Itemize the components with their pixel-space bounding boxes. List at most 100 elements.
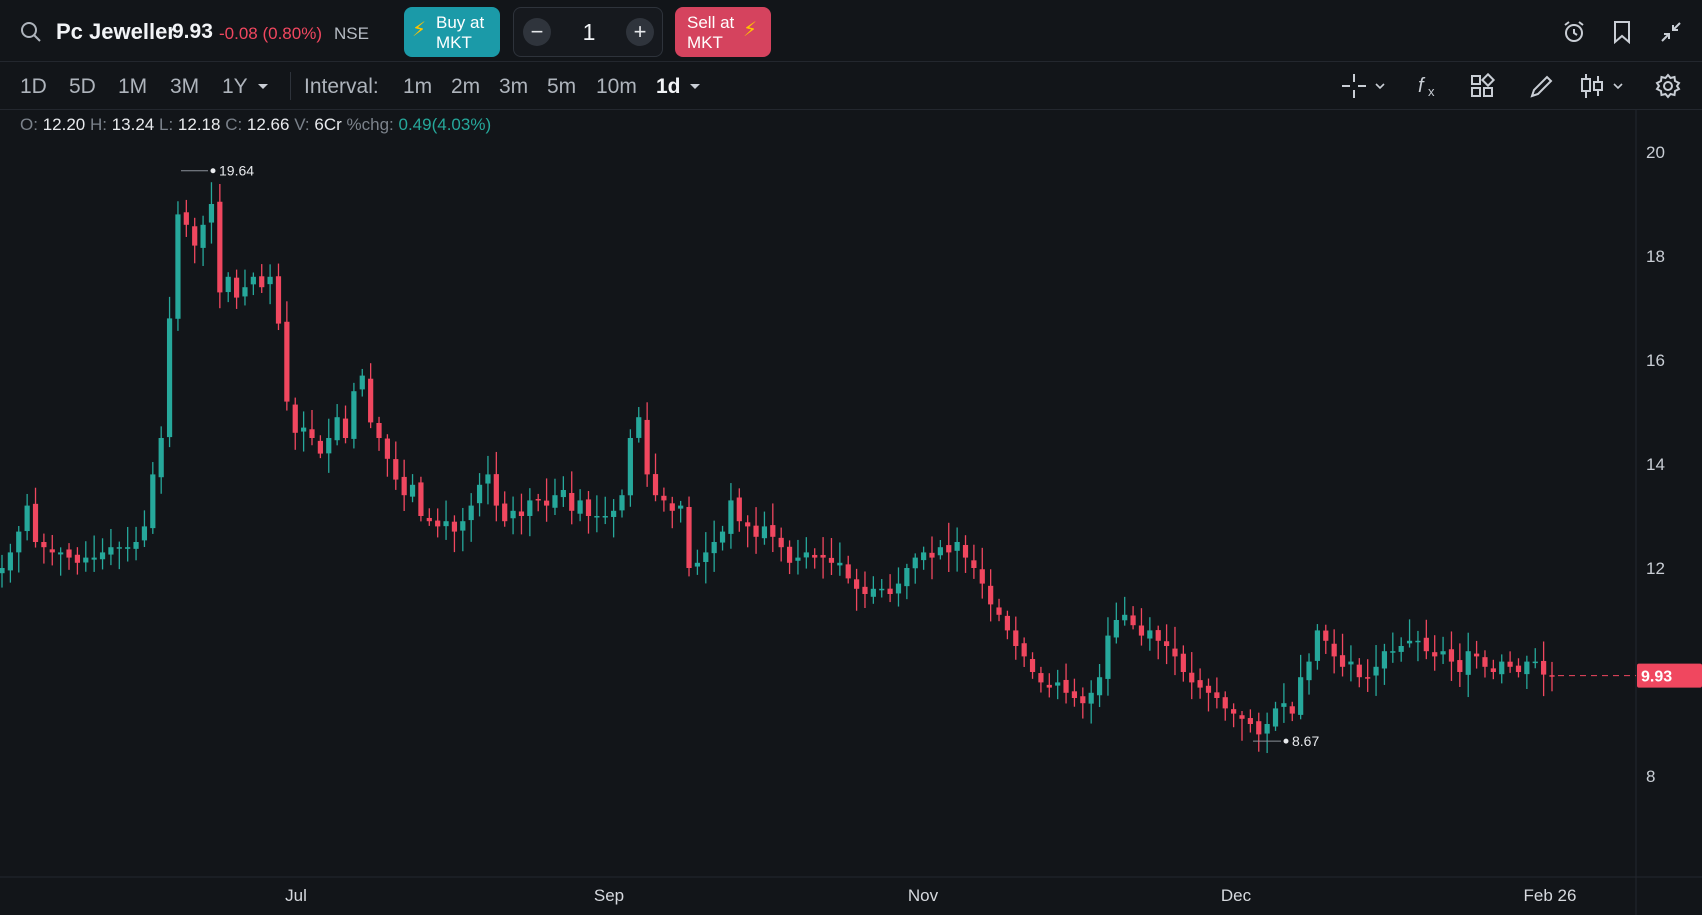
- candle: [1314, 624, 1321, 670]
- qty-decrement-button[interactable]: −: [523, 18, 551, 46]
- candle: [627, 429, 633, 507]
- interval-2m[interactable]: 2m: [451, 75, 481, 98]
- candle-body: [460, 521, 466, 531]
- candle-body: [1541, 660, 1547, 675]
- candle-body: [837, 562, 843, 566]
- interval-1d[interactable]: 1d: [656, 75, 681, 98]
- interval-3m[interactable]: 3m: [499, 75, 529, 98]
- interval-10m[interactable]: 10m: [596, 75, 637, 98]
- last-price-tag: [1637, 663, 1702, 688]
- candle: [116, 541, 122, 570]
- candle: [728, 483, 734, 549]
- price-tick-label: 12: [1646, 559, 1665, 578]
- candle-body: [736, 497, 742, 522]
- candle: [267, 264, 273, 305]
- sell-at-market-button[interactable]: ⚡ Sell at MKT: [675, 7, 771, 57]
- candle: [1482, 650, 1488, 678]
- candle-body: [91, 557, 97, 560]
- candle-body: [1323, 630, 1329, 641]
- qty-increment-button[interactable]: +: [626, 18, 654, 46]
- candle-body: [602, 516, 608, 518]
- alarm-icon[interactable]: [1562, 20, 1586, 44]
- candle-body: [66, 549, 72, 558]
- candle: [326, 418, 332, 473]
- chart-toolbar: 1D 5D 1M 3M 1Y Interval: 1m 2m 3m 5m 10m…: [0, 62, 1702, 110]
- candle-body: [418, 482, 424, 516]
- candle: [351, 382, 357, 449]
- price-chart[interactable]: 20 18 16 14 12 8 Jul Sep Nov Dec Feb 26 9.93 19.6…: [0, 110, 1702, 915]
- candle: [862, 571, 868, 608]
- candle: [803, 537, 809, 569]
- indicators-fx-icon[interactable]: f x: [1416, 72, 1442, 100]
- candle-body: [1264, 724, 1270, 734]
- candle-body: [1440, 651, 1446, 655]
- candle: [1281, 683, 1287, 723]
- buy-at-market-button[interactable]: ⚡ Buy at MKT: [404, 7, 500, 57]
- candle: [778, 527, 784, 562]
- price-axis[interactable]: 20 18 16 14 12 8: [1646, 143, 1665, 786]
- candle: [1222, 691, 1228, 721]
- candle-body: [150, 474, 156, 529]
- bookmark-icon[interactable]: [1612, 20, 1632, 44]
- search-icon[interactable]: [20, 21, 42, 43]
- low-value: 12.18: [177, 115, 221, 134]
- candle: [1457, 643, 1463, 687]
- settings-gear-icon[interactable]: [1654, 72, 1682, 100]
- interval-5m[interactable]: 5m: [547, 75, 577, 98]
- symbol-name[interactable]: Pc Jeweller: [56, 19, 176, 44]
- candle: [736, 488, 742, 532]
- candle: [577, 489, 583, 522]
- candle-body: [1021, 643, 1027, 657]
- interval-1m[interactable]: 1m: [403, 75, 433, 98]
- candle: [1013, 616, 1019, 660]
- candle-body: [686, 506, 692, 568]
- candle: [342, 405, 349, 444]
- candle: [652, 453, 659, 502]
- candle: [678, 500, 684, 523]
- range-3m[interactable]: 3M: [170, 75, 200, 98]
- chart-type-candles-icon[interactable]: [1580, 72, 1628, 100]
- candle-body: [753, 525, 759, 537]
- interval-dropdown-icon[interactable]: [688, 82, 702, 92]
- candle-body: [1365, 677, 1371, 679]
- exchange-badge: NSE: [334, 24, 369, 43]
- candle: [58, 547, 64, 576]
- candle-body: [166, 318, 173, 438]
- candle: [0, 554, 5, 588]
- candle: [1348, 645, 1354, 682]
- candle: [1105, 617, 1111, 696]
- candle-body: [1138, 625, 1145, 636]
- candle-body: [719, 531, 726, 543]
- candle-body: [795, 557, 801, 561]
- collapse-icon[interactable]: [1660, 21, 1682, 43]
- candle: [192, 217, 198, 264]
- candle-body: [133, 542, 139, 549]
- candle: [870, 576, 876, 604]
- last-price-tag-label: 9.93: [1641, 669, 1672, 686]
- candle: [1549, 661, 1555, 692]
- range-1m[interactable]: 1M: [118, 75, 148, 98]
- candle: [99, 538, 106, 570]
- candle-body: [1272, 708, 1279, 727]
- candle-body: [1046, 684, 1052, 688]
- time-tick-label: Feb 26: [1524, 886, 1577, 905]
- templates-grid-icon[interactable]: [1470, 72, 1496, 100]
- candle-body: [359, 375, 365, 390]
- candle-body: [7, 552, 13, 571]
- candle: [786, 540, 793, 575]
- drawing-tools-icon[interactable]: [1528, 72, 1554, 100]
- range-5d[interactable]: 5D: [69, 75, 96, 98]
- crosshair-icon[interactable]: [1340, 72, 1390, 100]
- candle: [611, 499, 617, 538]
- range-1y[interactable]: 1Y: [222, 75, 248, 98]
- candle-body: [937, 547, 943, 556]
- time-axis[interactable]: Jul Sep Nov Dec Feb 26: [285, 886, 1576, 905]
- high-marker-dot: [210, 168, 216, 174]
- range-1d[interactable]: 1D: [20, 75, 47, 98]
- candle: [334, 404, 340, 446]
- candle-body: [594, 516, 600, 518]
- quantity-stepper[interactable]: − 1 +: [513, 7, 663, 57]
- range-dropdown-icon[interactable]: [256, 82, 270, 92]
- qty-value[interactable]: 1: [582, 19, 596, 45]
- candle-body: [99, 552, 106, 560]
